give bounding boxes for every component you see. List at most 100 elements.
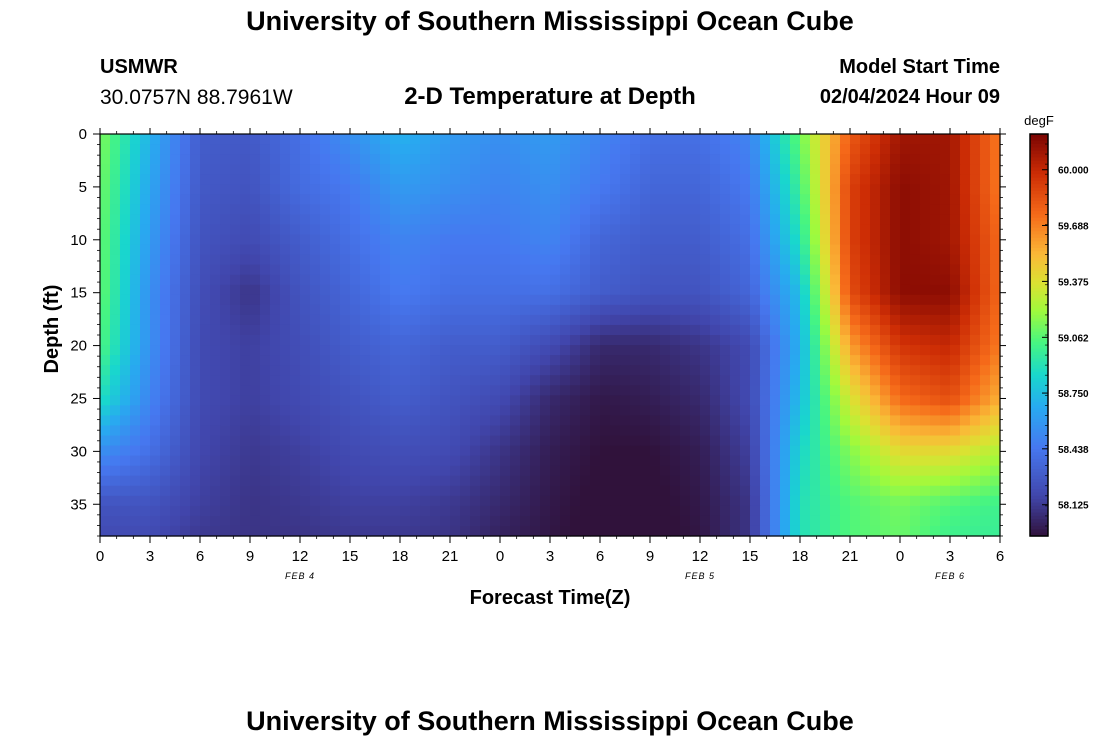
heatmap-cell — [840, 314, 851, 326]
heatmap-cell — [530, 134, 541, 145]
heatmap-cell — [430, 214, 441, 226]
heatmap-cell — [400, 234, 411, 246]
heatmap-cell — [770, 134, 781, 145]
heatmap-cell — [210, 465, 221, 477]
heatmap-cell — [980, 515, 991, 527]
heatmap-cell — [590, 385, 601, 396]
heatmap-cell — [570, 204, 581, 215]
heatmap-cell — [110, 495, 121, 507]
heatmap-cell — [860, 465, 871, 477]
heatmap-cell — [800, 164, 811, 175]
heatmap-cell — [590, 134, 601, 145]
heatmap-cell — [170, 415, 181, 427]
heatmap-cell — [260, 515, 271, 527]
heatmap-cell — [120, 525, 131, 537]
heatmap-cell — [220, 495, 231, 507]
heatmap-cell — [890, 435, 901, 447]
heatmap-cell — [300, 324, 311, 336]
heatmap-cell — [110, 194, 121, 205]
heatmap-cell — [190, 415, 201, 427]
heatmap-cell — [730, 465, 741, 477]
heatmap-cell — [120, 375, 131, 386]
heatmap-cell — [750, 475, 761, 487]
heatmap-cell — [700, 365, 711, 376]
heatmap-cell — [900, 234, 911, 246]
heatmap-cell — [310, 264, 321, 276]
heatmap-cell — [770, 314, 781, 326]
heatmap-cell — [760, 274, 771, 286]
heatmap-cell — [540, 525, 551, 537]
heatmap-cell — [380, 254, 391, 266]
heatmap-cell — [850, 174, 861, 185]
heatmap-cell — [780, 505, 791, 517]
colorbar-segment — [1030, 271, 1048, 276]
heatmap-cell — [510, 385, 521, 396]
heatmap-cell — [120, 395, 131, 406]
heatmap-cell — [120, 345, 131, 356]
heatmap-cell — [860, 144, 871, 155]
heatmap-cell — [990, 244, 1001, 256]
heatmap-cell — [510, 144, 521, 155]
heatmap-cell — [900, 485, 911, 497]
heatmap-cell — [870, 375, 881, 386]
heatmap-cell — [560, 385, 571, 396]
heatmap-cell — [300, 495, 311, 507]
heatmap-cell — [650, 234, 661, 246]
heatmap-cell — [470, 284, 481, 296]
heatmap-cell — [570, 184, 581, 195]
heatmap-cell — [280, 244, 291, 256]
heatmap-cell — [180, 304, 191, 316]
heatmap-cell — [730, 184, 741, 195]
heatmap-cell — [410, 475, 421, 487]
heatmap-cell — [280, 405, 291, 416]
heatmap-cell — [520, 415, 531, 427]
heatmap-cell — [200, 355, 211, 366]
heatmap-cell — [400, 375, 411, 386]
heatmap-cell — [920, 144, 931, 155]
heatmap-cell — [320, 415, 331, 427]
heatmap-cell — [380, 345, 391, 356]
heatmap-cell — [710, 435, 721, 447]
heatmap-cell — [380, 224, 391, 236]
heatmap-cell — [880, 385, 891, 396]
heatmap-cell — [290, 324, 301, 336]
heatmap-cell — [520, 254, 531, 266]
heatmap-cell — [870, 495, 881, 507]
heatmap-cell — [460, 134, 471, 145]
heatmap-cell — [980, 294, 991, 306]
heatmap-cell — [760, 284, 771, 296]
heatmap-cell — [610, 174, 621, 185]
heatmap-cell — [780, 224, 791, 236]
heatmap-cell — [210, 515, 221, 527]
heatmap-cell — [490, 254, 501, 266]
heatmap-cell — [700, 515, 711, 527]
heatmap-cell — [610, 365, 621, 376]
heatmap-cell — [230, 365, 241, 376]
heatmap-cell — [840, 385, 851, 396]
heatmap-cell — [640, 515, 651, 527]
heatmap-cell — [800, 314, 811, 326]
date-label: FEB 6 — [935, 571, 965, 581]
heatmap-cell — [930, 415, 941, 427]
heatmap-cell — [550, 425, 561, 437]
heatmap-cell — [890, 395, 901, 406]
heatmap-cell — [900, 475, 911, 487]
heatmap-cell — [840, 284, 851, 296]
heatmap-cell — [710, 345, 721, 356]
heatmap-cell — [540, 335, 551, 346]
date-label: FEB 5 — [685, 571, 715, 581]
heatmap-cell — [640, 194, 651, 205]
heatmap-cell — [610, 134, 621, 145]
heatmap-cell — [830, 385, 841, 396]
heatmap-cell — [260, 335, 271, 346]
heatmap-cell — [260, 134, 271, 145]
heatmap-cell — [300, 465, 311, 477]
heatmap-cell — [810, 475, 821, 487]
heatmap-cell — [140, 304, 151, 316]
heatmap-cell — [700, 194, 711, 205]
heatmap-cell — [170, 144, 181, 155]
heatmap-cell — [920, 365, 931, 376]
heatmap-cell — [870, 244, 881, 256]
heatmap-cell — [970, 495, 981, 507]
heatmap-cell — [780, 365, 791, 376]
